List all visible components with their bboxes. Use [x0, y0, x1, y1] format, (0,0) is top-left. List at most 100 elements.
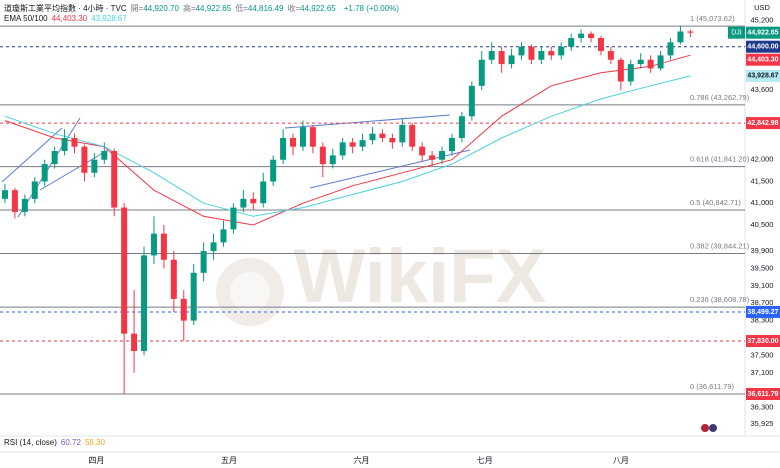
- candle-body: [290, 138, 297, 147]
- separator: =: [190, 4, 196, 13]
- watermark-logo-inner: [230, 272, 270, 312]
- candle-body: [21, 198, 28, 212]
- ema-value: 44,403.30: [51, 14, 88, 23]
- price-box-label: 44,922.65: [747, 30, 778, 37]
- candle-body: [359, 140, 366, 147]
- ema-label: EMA 50/100: [4, 14, 48, 23]
- ohlc-label: 收: [287, 4, 296, 13]
- fib-label: 0.236 (38,608.78): [690, 295, 750, 304]
- candle-body: [131, 333, 138, 352]
- y-tick-label: 42,000: [751, 155, 774, 164]
- candle-body: [299, 127, 306, 147]
- price-box-label: 36,611.79: [748, 391, 779, 398]
- candle-body: [329, 155, 336, 165]
- candle-body: [319, 146, 326, 165]
- candle-body: [339, 142, 346, 156]
- fib-label: 0.786 (43,262.79): [690, 93, 750, 102]
- separator: =: [138, 4, 144, 13]
- symbol-title: 道瓊斯工業平均指數 · 4小時 · TVC: [4, 4, 127, 13]
- candle-body: [210, 242, 217, 252]
- candle-body: [41, 164, 48, 182]
- flag-icon: [709, 424, 717, 432]
- candle-body: [190, 272, 197, 321]
- price-box: [746, 40, 780, 53]
- ema-line: [4, 75, 691, 217]
- candle-body: [220, 229, 227, 243]
- candle-body: [627, 64, 634, 82]
- fib-label: 0 (36,611.79): [690, 382, 735, 391]
- price-name: DJI: [731, 30, 742, 37]
- candle-body: [667, 42, 674, 56]
- candle-body: [389, 138, 396, 143]
- candle-body: [588, 33, 595, 38]
- y-tick-label: 37,500: [751, 350, 774, 359]
- x-tick-label: 六月: [354, 455, 370, 465]
- fib-label: 0.5 (40,842.71): [690, 198, 741, 207]
- ema-values: 44,403.30 43,928.67: [52, 14, 131, 23]
- candle-body: [1, 190, 8, 199]
- y-tick-label: 38,700: [751, 298, 774, 307]
- candle-body: [498, 51, 505, 65]
- candle-body: [309, 127, 316, 147]
- ohlc: 開=44,920.70 高=44,922.65 低=44,816.49 收=44,92…: [131, 4, 340, 13]
- candle-body: [101, 151, 108, 160]
- candle-body: [349, 142, 356, 147]
- candle-body: [538, 51, 545, 60]
- x-tick-label: 四月: [88, 456, 104, 465]
- rsi-values: 60.72 58.30: [61, 438, 109, 447]
- price-box: [746, 53, 780, 66]
- candle-body: [647, 59, 654, 69]
- candle-body: [230, 207, 237, 230]
- candle-body: [409, 124, 416, 147]
- y-tick-label: 37,100: [751, 368, 774, 377]
- rsi-value: 60.72: [60, 438, 81, 447]
- candle-body: [657, 55, 664, 69]
- candle-body: [458, 116, 465, 138]
- candle-body: [71, 138, 78, 147]
- rsi-label: RSI (14, close): [4, 438, 57, 447]
- channel-line: [39, 149, 109, 191]
- candle-body: [180, 298, 187, 321]
- candle-body: [260, 181, 267, 204]
- ema-value: 43,928.67: [91, 14, 127, 23]
- y-tick-label: 39,900: [751, 246, 774, 255]
- price-name-box: [728, 26, 745, 39]
- candle-body: [607, 51, 614, 60]
- candle-body: [270, 159, 277, 182]
- y-tick-label: 40,500: [751, 220, 774, 229]
- candle-body: [617, 59, 624, 82]
- y-tick-label: 39,500: [751, 263, 774, 272]
- separator: =: [243, 4, 248, 13]
- header-row: 道瓊斯工業平均指數 · 4小時 · TVC 開=44,920.70 高=44,922…: [4, 3, 403, 14]
- candle-body: [31, 181, 38, 199]
- ohlc-label: 高: [182, 4, 191, 13]
- candle-body: [687, 31, 694, 33]
- price-box: [746, 69, 780, 82]
- price-box-label: 37,830.00: [747, 338, 778, 345]
- price-box: [746, 26, 780, 39]
- price-box: [746, 335, 780, 348]
- flag-icon: [701, 424, 709, 432]
- candle-body: [280, 138, 287, 160]
- candle-body: [160, 233, 167, 260]
- price-box-label: 44,403.30: [747, 57, 778, 64]
- ohlc-label: 開: [130, 4, 139, 13]
- candle-body: [240, 198, 247, 208]
- rsi-value: 58.30: [84, 438, 105, 447]
- candle-body: [141, 255, 148, 352]
- y-tick-label: 36,300: [751, 403, 774, 412]
- candle-body: [150, 233, 157, 256]
- candle-body: [677, 31, 684, 43]
- candle-body: [429, 155, 436, 160]
- candle-body: [558, 46, 565, 56]
- price-box: [746, 305, 780, 318]
- price-box-label: 38,499.27: [747, 309, 778, 316]
- candle-body: [121, 207, 128, 334]
- candle-body: [597, 38, 604, 52]
- candle-body: [468, 85, 475, 117]
- y-tick-label: 39,100: [751, 281, 774, 290]
- candle-body: [488, 51, 495, 60]
- ema-row: EMA 50/100 44,403.30 43,928.67: [4, 14, 135, 23]
- candle-body: [578, 33, 585, 38]
